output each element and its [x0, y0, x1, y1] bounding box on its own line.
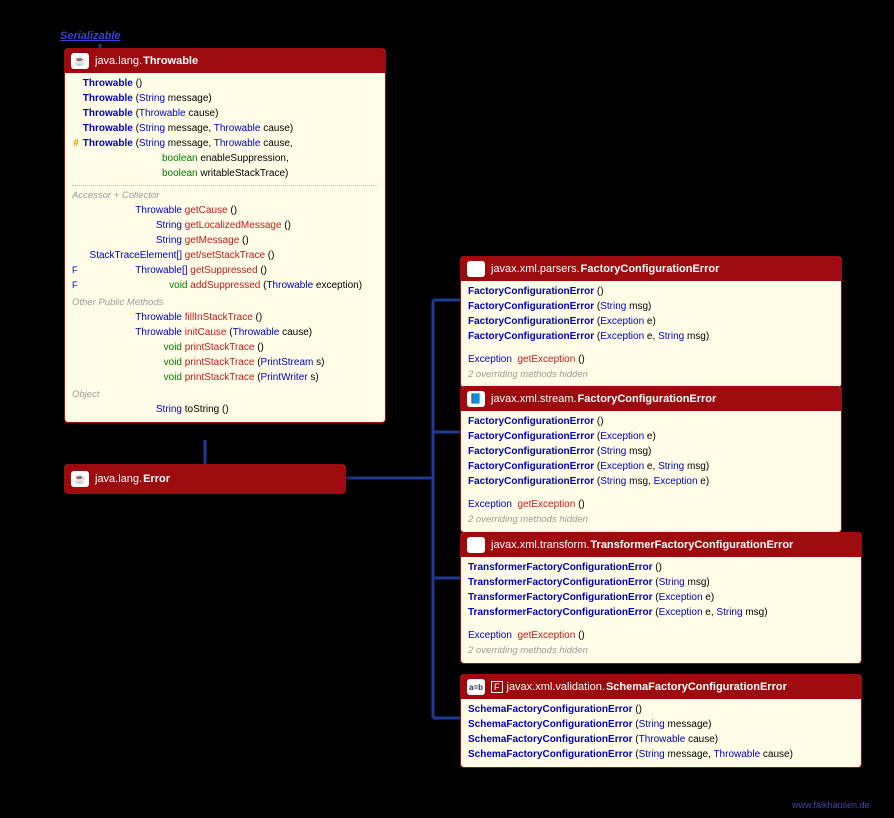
class-header-error: ☕ java.lang.Error	[65, 465, 345, 493]
class-schemaFCE: a=bF javax.xml.validation.SchemaFactoryC…	[460, 674, 862, 768]
class-parsersFCE: ⚙ javax.xml.parsers.FactoryConfiguration…	[460, 256, 842, 388]
class-name: FactoryConfigurationError	[578, 393, 717, 405]
class-name: Error	[143, 473, 170, 485]
class-streamFCE: 📘 javax.xml.stream.FactoryConfigurationE…	[460, 386, 842, 533]
class-transformerFCE: 🖨 javax.xml.transform.TransformerFactory…	[460, 532, 862, 664]
class-error: ☕ java.lang.Error	[64, 464, 346, 494]
class-header-schemaFCE: a=bF javax.xml.validation.SchemaFactoryC…	[461, 675, 861, 699]
package-label: javax.xml.transform.	[491, 539, 589, 551]
package-label: javax.xml.parsers.	[491, 263, 580, 275]
class-header-throwable: ☕ java.lang.Throwable	[65, 49, 385, 73]
package-label: java.lang.	[95, 473, 142, 485]
package-label: java.lang.	[95, 55, 142, 67]
watermark: www.falkhausen.de	[792, 800, 870, 810]
class-throwable: ☕ java.lang.Throwable Throwable () Throw…	[64, 48, 386, 423]
class-body-streamFCE: FactoryConfigurationError ()FactoryConfi…	[461, 411, 841, 532]
package-label: javax.xml.validation.	[507, 681, 605, 693]
section-other: Other Public Methods	[72, 295, 378, 310]
class-body-parsersFCE: FactoryConfigurationError ()FactoryConfi…	[461, 281, 841, 387]
class-name: TransformerFactoryConfigurationError	[590, 539, 793, 551]
class-body-schemaFCE: SchemaFactoryConfigurationError ()Schema…	[461, 699, 861, 767]
class-body-transformerFCE: TransformerFactoryConfigurationError ()T…	[461, 557, 861, 663]
class-header-transformerFCE: 🖨 javax.xml.transform.TransformerFactory…	[461, 533, 861, 557]
class-name: SchemaFactoryConfigurationError	[606, 681, 787, 693]
class-header-streamFCE: 📘 javax.xml.stream.FactoryConfigurationE…	[461, 387, 841, 411]
coffee-icon: ☕	[71, 53, 89, 69]
class-name: FactoryConfigurationError	[581, 263, 720, 275]
throwable-body: Throwable () Throwable (String message) …	[65, 73, 385, 422]
package-label: javax.xml.stream.	[491, 393, 577, 405]
class-header-parsersFCE: ⚙ javax.xml.parsers.FactoryConfiguration…	[461, 257, 841, 281]
class-name: Throwable	[143, 55, 198, 67]
section-object: Object	[72, 387, 378, 402]
section-accessor: Accessor + Collector	[72, 188, 378, 203]
coffee-icon: ☕	[71, 471, 89, 487]
